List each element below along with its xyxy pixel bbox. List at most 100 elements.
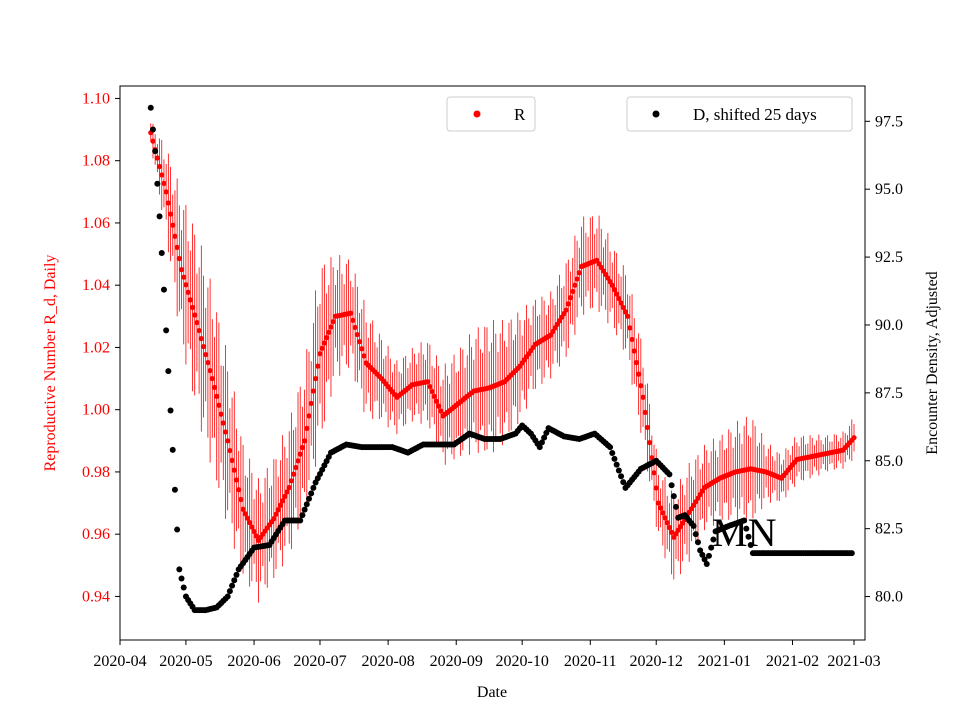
r-point (433, 398, 440, 404)
y-left-tick-label: 1.08 (82, 153, 110, 170)
y-right-tick-label: 80.0 (875, 589, 903, 606)
r-point (638, 383, 644, 389)
r-point (209, 375, 215, 382)
r-point (567, 295, 574, 301)
x-tick-label: 2020-06 (227, 653, 280, 670)
r-point (570, 288, 576, 295)
d-point (697, 547, 704, 554)
r-point (361, 353, 367, 359)
x-tick-label: 2020-08 (361, 653, 414, 670)
d-point (299, 512, 306, 519)
y-right-tick-label: 92.5 (875, 249, 903, 266)
r-point (218, 411, 224, 417)
r-point (205, 359, 211, 366)
r-point (328, 324, 334, 330)
r-point (323, 335, 330, 341)
d-point (613, 461, 620, 468)
r-point (620, 304, 626, 311)
d-point (670, 493, 677, 500)
r-point (310, 388, 316, 394)
r-point (192, 312, 198, 318)
y-right-tick-label: 87.5 (875, 385, 903, 402)
plot-area (147, 104, 857, 614)
d-point (703, 560, 710, 567)
r-point (196, 327, 202, 334)
d-point (745, 533, 752, 540)
r-point (627, 325, 633, 331)
r-point (576, 270, 582, 276)
d-point (310, 484, 317, 491)
r-point (304, 425, 310, 431)
r-point (319, 345, 325, 351)
plot-frame (119, 85, 866, 641)
r-point (658, 505, 664, 511)
r-point (642, 409, 648, 415)
r-point (178, 267, 185, 273)
x-tick-label: 2020-09 (430, 653, 483, 670)
r-point (631, 348, 637, 354)
y-right-tick-label: 90.0 (875, 317, 903, 334)
r-point (647, 439, 653, 446)
r-point (431, 393, 437, 399)
r-point (563, 307, 569, 313)
r-point (618, 300, 624, 306)
r-point (280, 498, 286, 504)
r-point (156, 163, 163, 170)
r-point (574, 276, 580, 282)
d-point (690, 522, 697, 529)
x-tick-label: 2020-12 (630, 653, 683, 670)
y-left-tick-label: 0.96 (82, 526, 110, 543)
r-point (251, 528, 257, 535)
x-tick-label: 2021-03 (827, 653, 880, 670)
d-point (174, 526, 181, 533)
legend-r-frame (446, 96, 536, 132)
x-axis-title: Date (477, 684, 507, 701)
d-point (673, 503, 680, 510)
r-point (356, 339, 363, 345)
legend-r: R (446, 96, 536, 132)
r-point (150, 138, 156, 144)
d-point (226, 588, 233, 595)
r-point (308, 400, 314, 407)
r-point (185, 289, 191, 295)
d-point (231, 577, 238, 584)
r-point (565, 301, 571, 307)
r-point (297, 451, 303, 457)
r-point (622, 309, 629, 315)
d-point (171, 486, 178, 493)
d-point (180, 584, 187, 591)
r-point (225, 438, 231, 444)
r-point (429, 388, 435, 395)
r-point (438, 408, 444, 414)
r-point (271, 516, 277, 522)
d-point (305, 495, 312, 502)
r-point (644, 424, 651, 431)
y-left-tick-label: 0.94 (82, 588, 110, 605)
r-point (609, 282, 615, 288)
r-point (359, 346, 365, 352)
r-point (611, 287, 618, 293)
r-point (242, 511, 248, 517)
r-point (240, 506, 246, 512)
d-point (536, 444, 543, 451)
d-point (848, 550, 855, 557)
r-point (330, 319, 336, 325)
r-point (616, 295, 622, 302)
r-point (651, 470, 657, 476)
d-point (178, 575, 185, 582)
r-point (216, 402, 222, 408)
y-right-tick-label: 95.0 (875, 181, 903, 198)
r-point (662, 515, 668, 521)
r-point (312, 375, 319, 382)
x-tick-label: 2020-04 (93, 653, 146, 670)
d-point (541, 434, 548, 441)
r-point (306, 413, 312, 419)
y-right-tick-label: 82.5 (875, 521, 903, 538)
d-point (607, 444, 614, 451)
d-point (301, 506, 308, 513)
r-point (277, 502, 284, 508)
d-point (741, 517, 748, 524)
legend-d-marker (652, 110, 660, 118)
r-point (614, 291, 620, 297)
r-point (249, 524, 255, 530)
